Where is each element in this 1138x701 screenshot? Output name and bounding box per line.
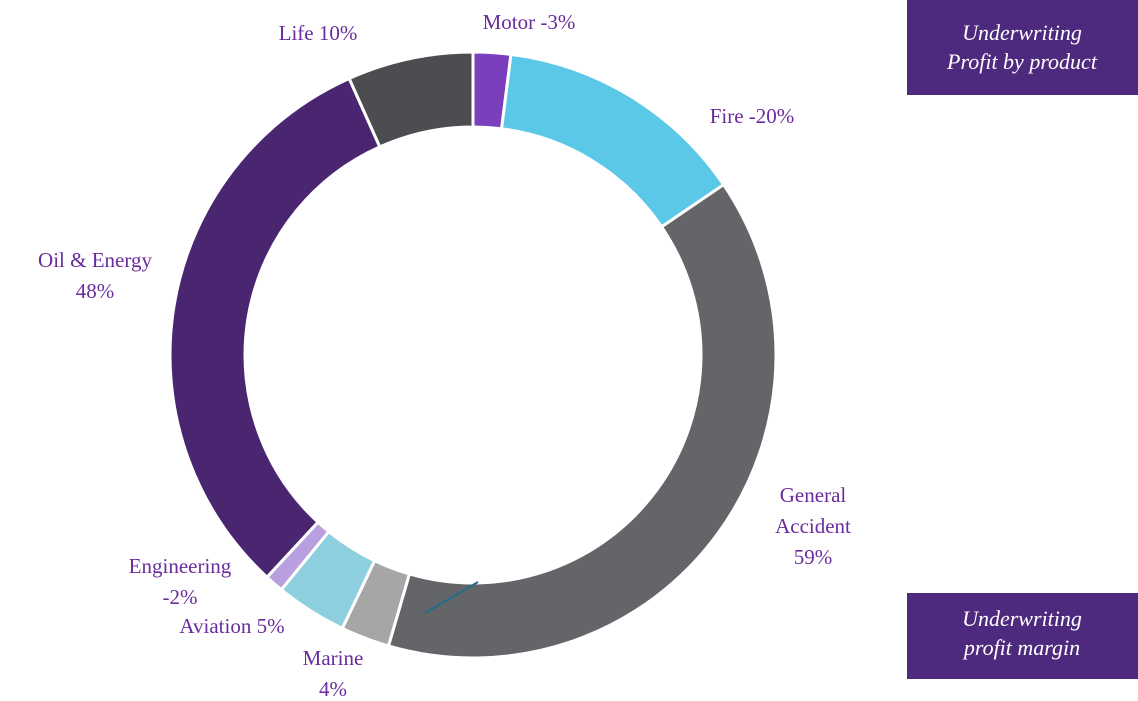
- callout-text: Profit by product: [946, 49, 1098, 74]
- data-label: Engineering: [129, 554, 232, 578]
- data-label: 48%: [76, 279, 115, 303]
- data-label: Accident: [775, 514, 851, 538]
- data-label: Fire -20%: [710, 104, 795, 128]
- donut-slice: [347, 50, 475, 149]
- data-label: Aviation 5%: [179, 614, 284, 638]
- data-label: Life 10%: [279, 21, 358, 45]
- callout-text: Underwriting: [962, 606, 1082, 631]
- callout-box: [907, 593, 1138, 679]
- data-label: 4%: [319, 677, 347, 701]
- callout-box: [907, 0, 1138, 95]
- callout-text: profit margin: [962, 635, 1080, 660]
- data-label: Oil & Energy: [38, 248, 152, 272]
- data-label: General: [780, 483, 847, 507]
- data-label: Motor -3%: [483, 10, 576, 34]
- donut-slice: [386, 182, 778, 660]
- decor-line: [424, 581, 479, 614]
- data-label: 59%: [794, 545, 833, 569]
- donut-slice: [499, 52, 726, 229]
- callout-text: Underwriting: [962, 20, 1082, 45]
- data-label: -2%: [163, 585, 198, 609]
- donut-slice: [168, 76, 382, 580]
- data-label: Marine: [303, 646, 364, 670]
